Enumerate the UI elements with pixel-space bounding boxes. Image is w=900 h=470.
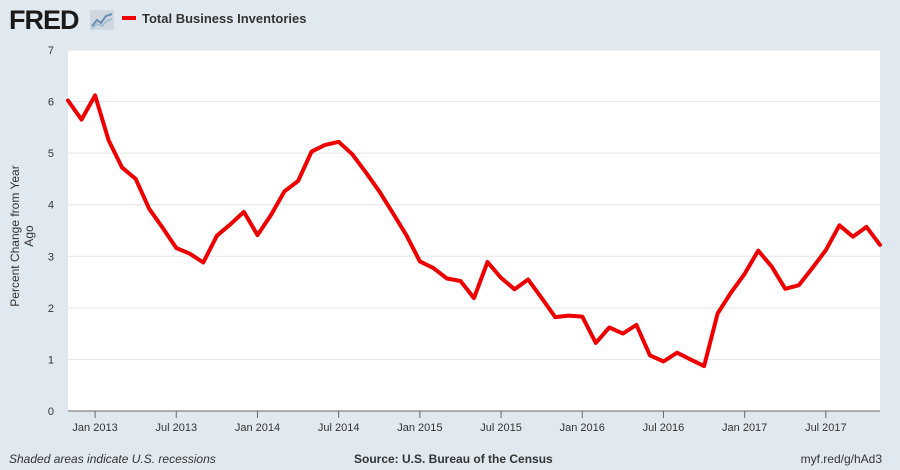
fred-chart-icon: [90, 10, 114, 30]
chart-header: FRED Total Business Inventories: [0, 0, 900, 40]
legend: Total Business Inventories: [122, 11, 306, 26]
recession-note: Shaded areas indicate U.S. recessions: [9, 452, 216, 466]
x-tick-label: Jul 2017: [805, 422, 847, 434]
y-tick-label: 2: [48, 303, 54, 315]
series-line: [66, 93, 882, 369]
x-tick-label: Jul 2014: [318, 422, 360, 434]
x-tick-label: Jan 2015: [397, 422, 442, 434]
short-link[interactable]: myf.red/g/hAd3: [800, 452, 882, 466]
x-tick-label: Jul 2015: [480, 422, 522, 434]
x-tick-label: Jan 2016: [560, 422, 605, 434]
y-tick-label: 5: [48, 148, 54, 160]
source-note: Source: U.S. Bureau of the Census: [354, 452, 553, 466]
y-tick-label: 1: [48, 354, 54, 366]
y-tick-label: 7: [48, 45, 54, 57]
y-tick-label: 6: [48, 97, 54, 109]
y-tick-label: 3: [48, 251, 54, 263]
x-tick-label: Jan 2014: [235, 422, 280, 434]
y-tick-label: 4: [48, 200, 54, 212]
x-tick-label: Jan 2013: [72, 422, 117, 434]
legend-swatch: [122, 15, 136, 20]
x-tick-label: Jul 2013: [155, 422, 197, 434]
x-tick-label: Jan 2017: [722, 422, 767, 434]
plot-area: [68, 50, 880, 411]
fred-logo[interactable]: FRED: [9, 5, 79, 35]
x-tick-label: Jul 2016: [643, 422, 685, 434]
legend-label: Total Business Inventories: [142, 11, 307, 26]
y-tick-label: 0: [48, 406, 54, 418]
